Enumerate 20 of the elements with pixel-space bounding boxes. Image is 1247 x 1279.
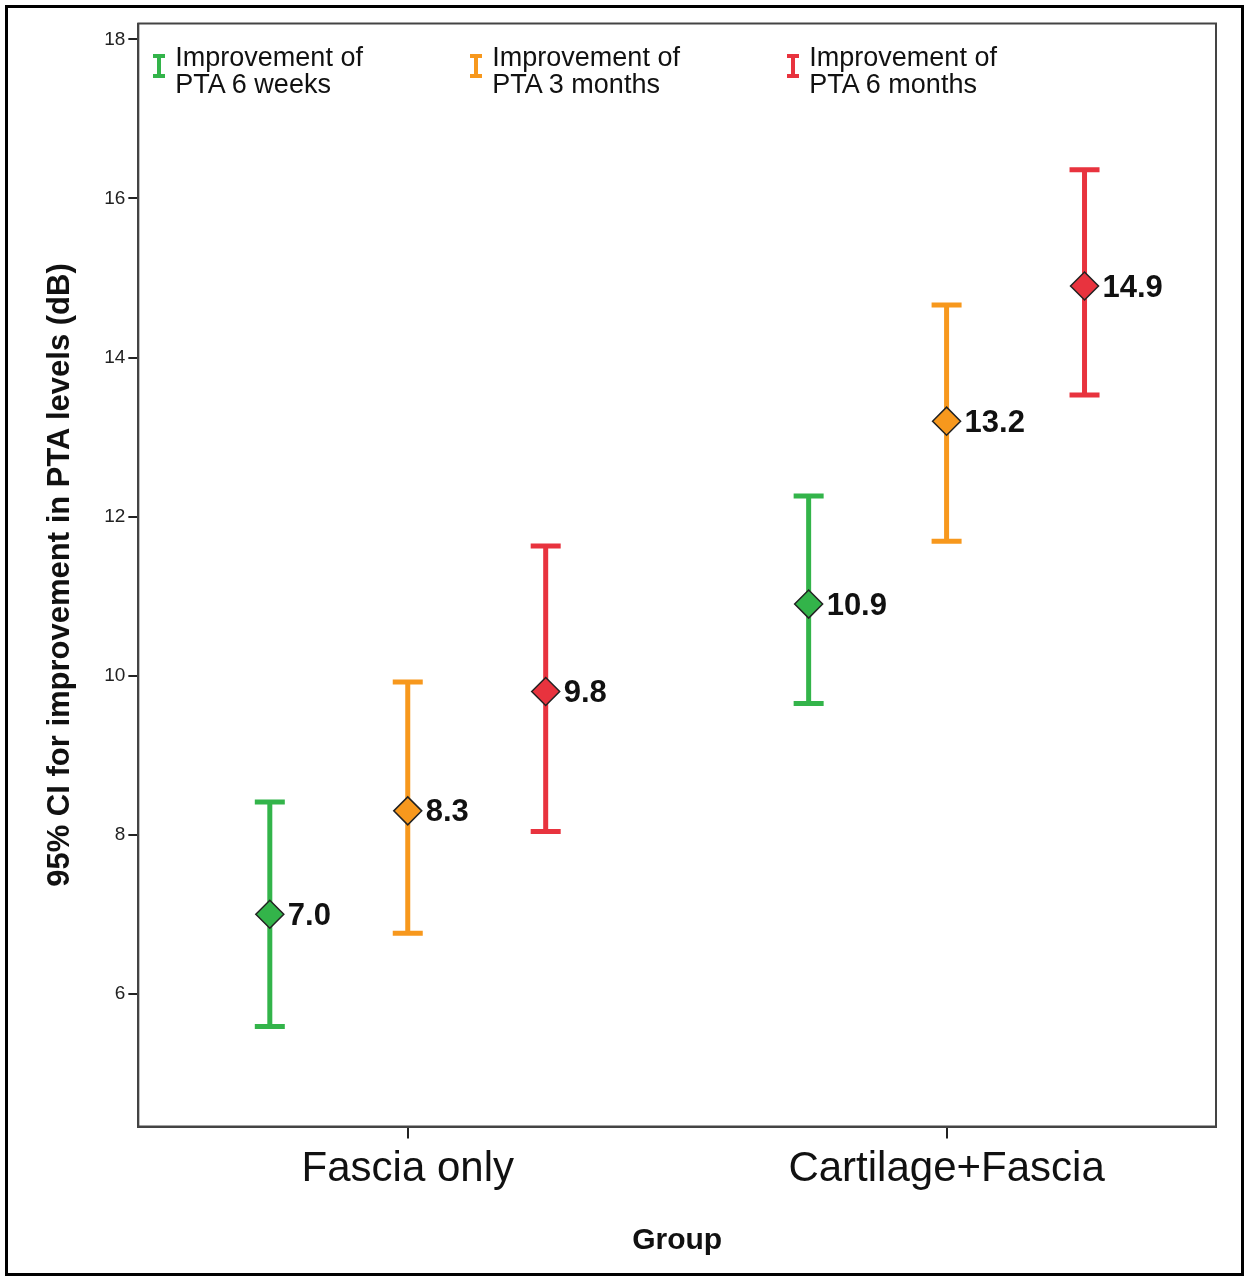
y-tick-label: 10 [104, 663, 126, 685]
legend-label: Improvement of PTA 6 months [809, 41, 998, 99]
data-label: 9.8 [563, 674, 607, 710]
x-tick-label: Fascia only [301, 1143, 514, 1191]
data-label: 13.2 [964, 403, 1025, 439]
y-tick-label: 8 [114, 822, 126, 844]
y-tick-label: 14 [104, 345, 126, 367]
legend-label: Improvement of PTA 6 weeks [175, 41, 364, 99]
data-label: 10.9 [826, 586, 887, 622]
legend-label: Improvement of PTA 3 months [492, 41, 681, 99]
data-label: 7.0 [287, 896, 331, 932]
x-axis-title: Group [632, 1222, 723, 1256]
y-axis-title: 95% CI for improvement in PTA levels (dB) [41, 263, 77, 887]
y-tick-label: 16 [104, 186, 126, 208]
y-tick-label: 6 [114, 982, 126, 1004]
data-label: 14.9 [1102, 268, 1163, 304]
y-tick-label: 12 [104, 504, 126, 526]
x-tick-label: Cartilage+Fascia [788, 1143, 1106, 1191]
y-tick-label: 18 [104, 27, 126, 49]
data-label: 8.3 [425, 793, 469, 829]
